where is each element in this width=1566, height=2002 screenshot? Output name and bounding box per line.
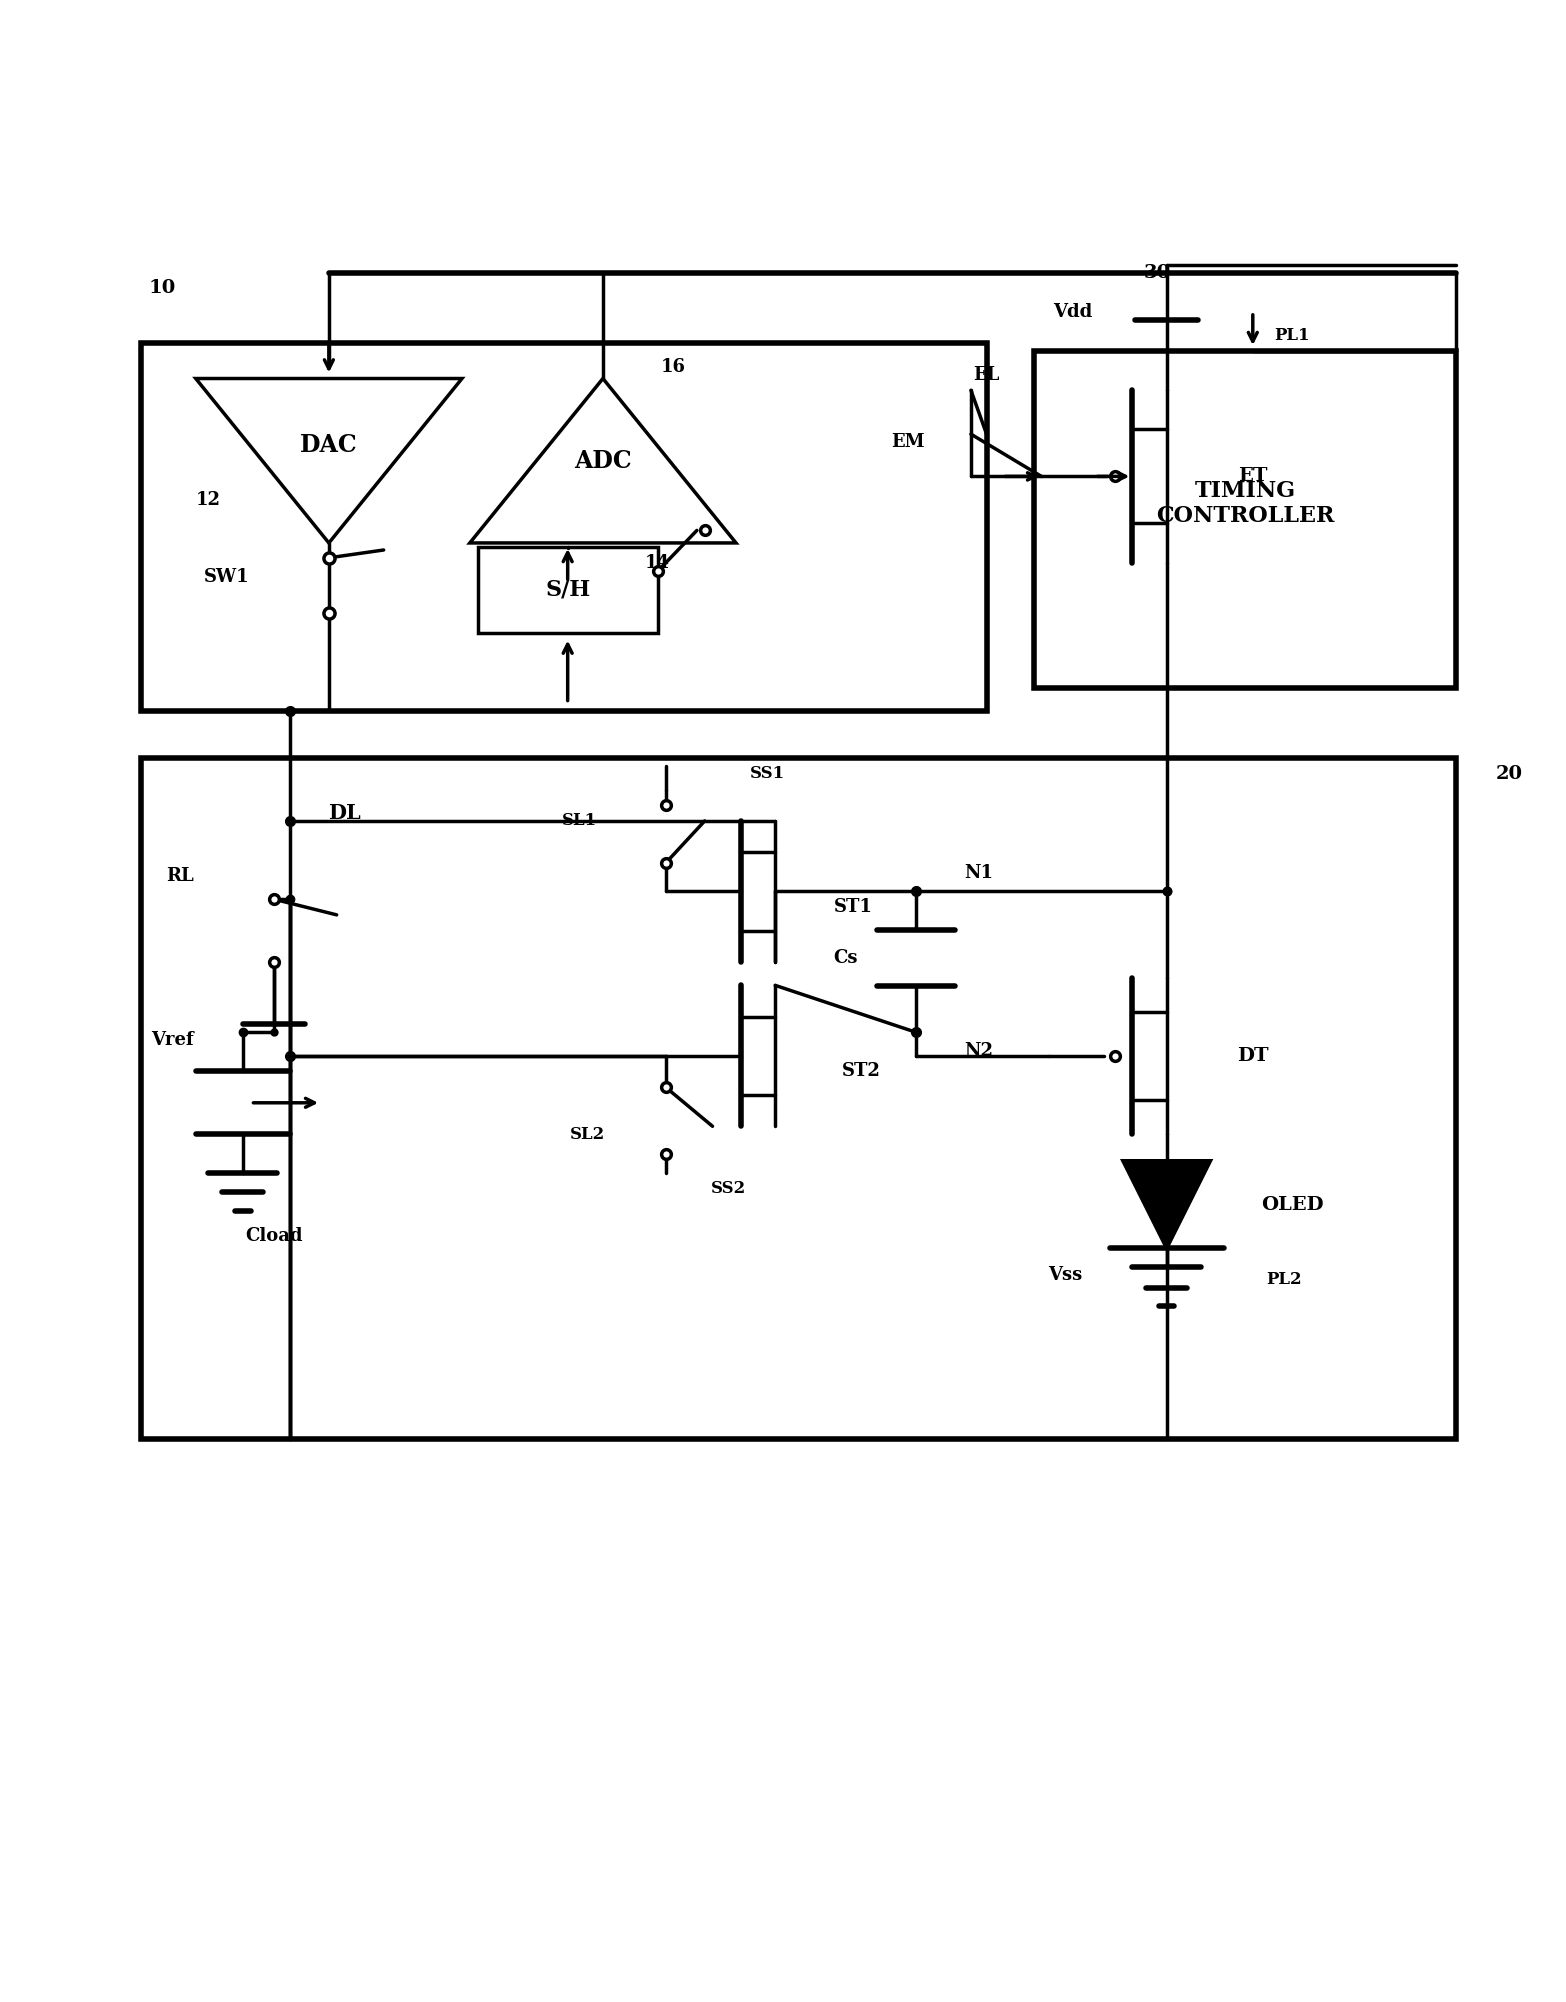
Text: Vss: Vss: [1048, 1265, 1082, 1283]
Text: ST2: ST2: [843, 1063, 880, 1081]
Text: DT: DT: [1237, 1047, 1268, 1065]
Text: 12: 12: [196, 490, 221, 509]
Text: SL1: SL1: [562, 813, 597, 829]
Bar: [1034, 350, 1456, 689]
Text: OLED: OLED: [1261, 1195, 1323, 1213]
Text: SS1: SS1: [750, 765, 785, 783]
Text: SS2: SS2: [711, 1181, 745, 1197]
Text: 30: 30: [1143, 264, 1170, 282]
Text: Vdd: Vdd: [1052, 302, 1093, 320]
Text: TIMING
CONTROLLER: TIMING CONTROLLER: [1156, 480, 1334, 527]
Text: ST1: ST1: [835, 899, 872, 917]
Text: RL: RL: [166, 867, 194, 885]
Text: EL: EL: [974, 366, 999, 384]
Text: ADC: ADC: [575, 448, 631, 472]
Text: SW1: SW1: [204, 569, 251, 587]
Text: SL2: SL2: [570, 1125, 604, 1143]
Text: Cload: Cload: [246, 1227, 302, 1245]
Text: ET: ET: [1239, 466, 1267, 484]
Text: 20: 20: [1496, 765, 1522, 783]
Text: DAC: DAC: [301, 432, 357, 456]
Text: N1: N1: [965, 863, 993, 881]
Text: 16: 16: [661, 358, 686, 376]
Text: 10: 10: [149, 280, 175, 298]
Bar: [478, 547, 658, 633]
Bar: [141, 759, 1456, 1439]
Text: Cs: Cs: [833, 949, 858, 967]
Text: N2: N2: [965, 1043, 993, 1061]
Polygon shape: [1123, 1161, 1211, 1249]
Text: S/H: S/H: [545, 579, 590, 601]
Text: PL1: PL1: [1275, 326, 1309, 344]
Text: EM: EM: [891, 432, 926, 450]
Text: Vref: Vref: [150, 1031, 194, 1049]
Text: DL: DL: [329, 803, 360, 823]
Bar: [141, 342, 987, 711]
Text: 14: 14: [645, 553, 670, 571]
Text: PL2: PL2: [1267, 1271, 1301, 1287]
